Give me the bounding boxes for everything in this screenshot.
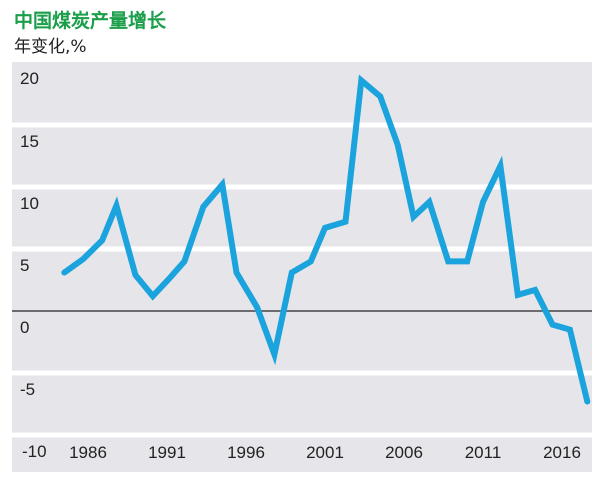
data-point	[379, 95, 381, 97]
y-tick-label: -10	[22, 442, 47, 461]
data-point	[447, 260, 449, 262]
data-point	[466, 260, 468, 262]
y-tick-label: 20	[20, 69, 39, 88]
data-point	[202, 206, 204, 208]
data-point	[586, 401, 588, 403]
data-point	[134, 274, 136, 276]
data-point	[499, 165, 501, 167]
data-point	[256, 306, 258, 308]
x-tick-label: 1991	[148, 443, 186, 462]
data-point	[273, 353, 275, 355]
data-point	[82, 258, 84, 260]
data-point	[517, 294, 519, 296]
data-point	[324, 227, 326, 229]
data-point	[183, 260, 185, 262]
data-point	[310, 260, 312, 262]
data-point	[569, 329, 571, 331]
y-tick-label: 0	[20, 318, 29, 337]
data-point	[63, 272, 65, 274]
data-point	[115, 205, 117, 207]
data-point	[236, 272, 238, 274]
data-point	[482, 201, 484, 203]
data-point	[221, 184, 223, 186]
data-point	[101, 239, 103, 241]
data-point	[291, 272, 293, 274]
data-point	[412, 216, 414, 218]
data-point	[552, 324, 554, 326]
x-tick-label: 2001	[306, 443, 344, 462]
x-tick-label: 2011	[465, 443, 502, 462]
chart-subtitle: 年变化,%	[14, 37, 87, 57]
data-point	[360, 79, 362, 81]
y-tick-label: -5	[20, 380, 35, 399]
data-point	[397, 144, 399, 146]
x-tick-label: 1996	[227, 443, 265, 462]
x-tick-label: 2006	[385, 443, 423, 462]
data-point	[169, 277, 171, 279]
data-point	[428, 201, 430, 203]
x-tick-label: 1986	[69, 443, 107, 462]
data-point	[534, 289, 536, 291]
y-tick-label: 5	[20, 256, 29, 275]
data-point	[345, 221, 347, 223]
y-tick-label: 15	[20, 132, 39, 151]
x-tick-label: 2016	[543, 443, 581, 462]
data-point	[152, 295, 154, 297]
chart-title: 中国煤炭产量增长	[14, 10, 167, 32]
y-tick-label: 10	[20, 194, 39, 213]
